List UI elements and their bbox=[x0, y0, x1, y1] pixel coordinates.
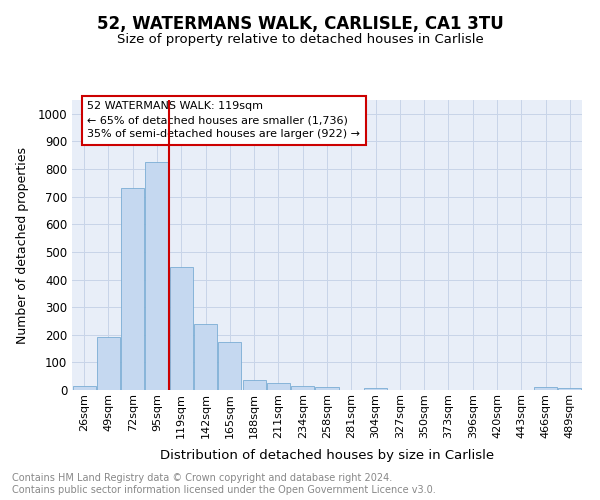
Bar bbox=[73, 386, 95, 390]
Y-axis label: Number of detached properties: Number of detached properties bbox=[16, 146, 29, 344]
Text: 52, WATERMANS WALK, CARLISLE, CA1 3TU: 52, WATERMANS WALK, CARLISLE, CA1 3TU bbox=[97, 15, 503, 33]
Bar bbox=[194, 324, 217, 390]
Bar bbox=[364, 388, 387, 390]
X-axis label: Distribution of detached houses by size in Carlisle: Distribution of detached houses by size … bbox=[160, 449, 494, 462]
Bar bbox=[559, 388, 581, 390]
Bar bbox=[145, 162, 169, 390]
Text: Contains HM Land Registry data © Crown copyright and database right 2024.
Contai: Contains HM Land Registry data © Crown c… bbox=[12, 474, 436, 495]
Bar bbox=[218, 342, 241, 390]
Text: Size of property relative to detached houses in Carlisle: Size of property relative to detached ho… bbox=[116, 32, 484, 46]
Bar bbox=[316, 387, 338, 390]
Bar bbox=[97, 336, 120, 390]
Bar bbox=[534, 387, 557, 390]
Bar bbox=[242, 380, 266, 390]
Bar bbox=[291, 386, 314, 390]
Text: 52 WATERMANS WALK: 119sqm
← 65% of detached houses are smaller (1,736)
35% of se: 52 WATERMANS WALK: 119sqm ← 65% of detac… bbox=[88, 102, 360, 140]
Bar bbox=[267, 383, 290, 390]
Bar bbox=[121, 188, 144, 390]
Bar bbox=[170, 267, 193, 390]
